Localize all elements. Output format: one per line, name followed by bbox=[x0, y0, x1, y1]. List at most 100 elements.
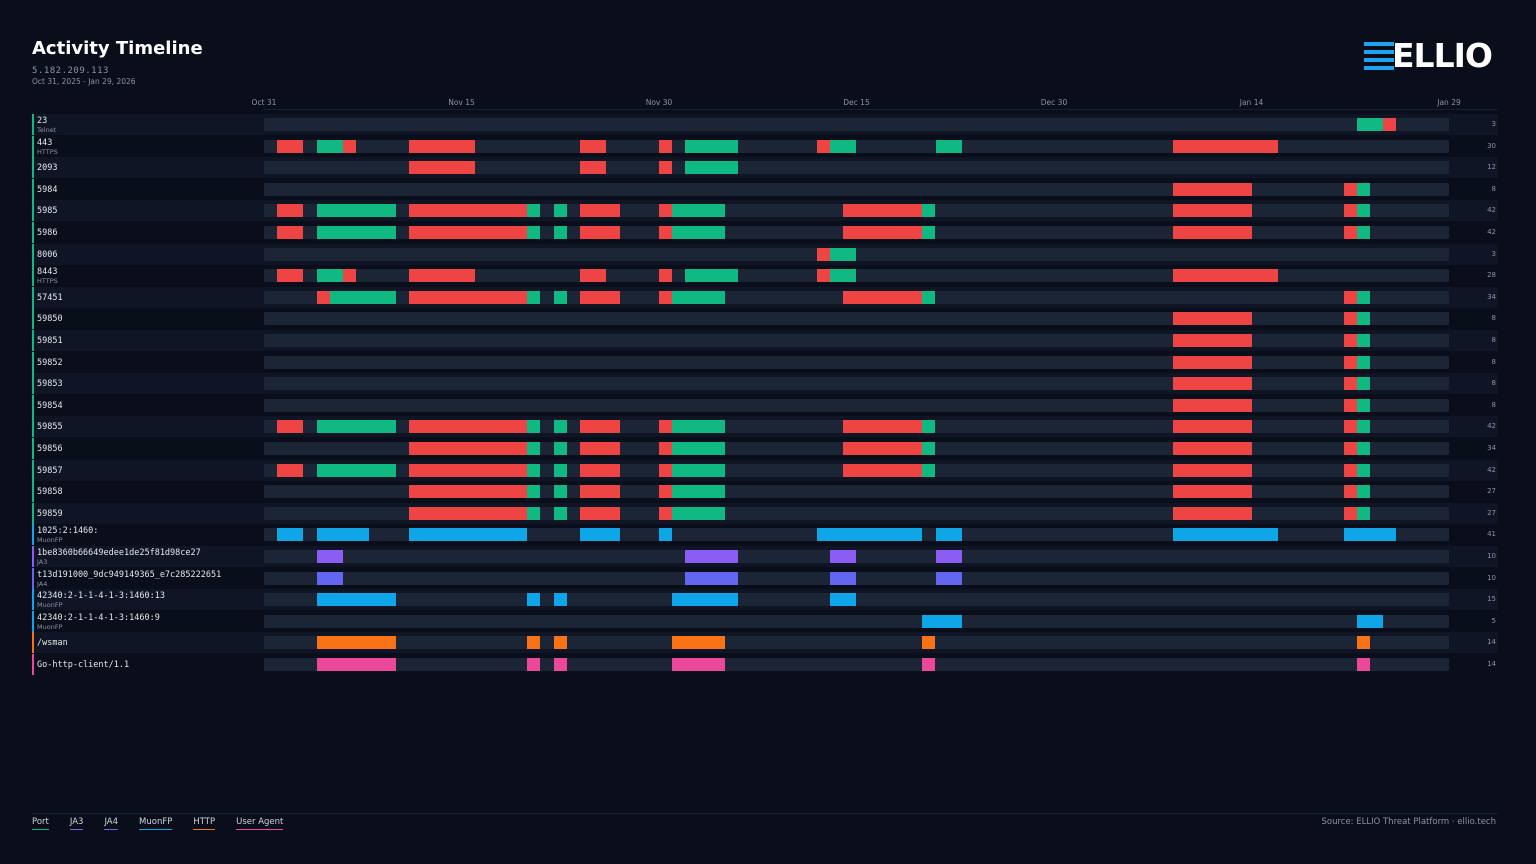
activity-segment bbox=[580, 269, 607, 283]
activity-segment bbox=[1172, 312, 1252, 326]
activity-segment bbox=[1343, 485, 1357, 499]
activity-segment bbox=[316, 528, 370, 542]
row-count: 34 bbox=[1487, 292, 1496, 301]
row-track bbox=[264, 658, 1449, 671]
activity-segment bbox=[408, 139, 475, 153]
activity-segment bbox=[843, 290, 923, 304]
timeline-row: 1025:2:1460: MuonFP 41 bbox=[32, 524, 1498, 546]
activity-segment bbox=[1356, 312, 1370, 326]
timeline-row: 2093 12 bbox=[32, 157, 1498, 179]
activity-segment bbox=[830, 593, 857, 607]
activity-segment bbox=[408, 528, 528, 542]
activity-segment bbox=[672, 463, 725, 477]
activity-segment bbox=[1356, 463, 1370, 477]
activity-segment bbox=[672, 506, 725, 520]
activity-segment bbox=[685, 571, 738, 585]
row-count: 14 bbox=[1487, 660, 1496, 668]
row-count: 14 bbox=[1487, 638, 1496, 647]
activity-segment bbox=[843, 420, 923, 434]
activity-segment bbox=[843, 442, 923, 455]
activity-segment bbox=[1172, 139, 1278, 153]
activity-segment bbox=[1172, 420, 1252, 434]
row-track bbox=[264, 377, 1449, 391]
activity-segment bbox=[843, 226, 923, 239]
activity-segment bbox=[1356, 420, 1370, 434]
row-accent bbox=[32, 178, 34, 200]
timeline-row: 42340:2-1-1-4-1-3:1460:13 MuonFP 15 bbox=[32, 589, 1498, 611]
activity-segment bbox=[553, 463, 567, 477]
activity-segment bbox=[672, 593, 738, 607]
activity-segment bbox=[830, 269, 857, 283]
activity-segment bbox=[843, 463, 923, 477]
activity-segment bbox=[830, 247, 857, 261]
activity-segment bbox=[672, 636, 725, 650]
activity-segment bbox=[1356, 118, 1384, 131]
ellio-logo: ELLIO bbox=[1364, 36, 1504, 75]
activity-segment bbox=[659, 204, 673, 218]
activity-segment bbox=[408, 420, 528, 434]
row-track bbox=[264, 269, 1449, 283]
row-accent bbox=[32, 502, 34, 524]
activity-segment bbox=[527, 593, 541, 607]
activity-segment bbox=[1343, 355, 1357, 369]
row-track bbox=[264, 571, 1449, 585]
activity-segment bbox=[277, 463, 304, 477]
activity-segment bbox=[277, 420, 304, 434]
legend-item: JA3 bbox=[69, 817, 84, 830]
row-count: 42 bbox=[1487, 206, 1496, 215]
x-tick-label: Jan 14 bbox=[1239, 98, 1264, 107]
activity-segment bbox=[580, 420, 620, 434]
activity-segment bbox=[329, 290, 396, 304]
activity-segment bbox=[316, 290, 330, 304]
row-count: 15 bbox=[1487, 595, 1496, 604]
row-count: 42 bbox=[1487, 228, 1496, 236]
row-track bbox=[264, 139, 1449, 153]
activity-segment bbox=[1343, 420, 1357, 434]
row-count: 10 bbox=[1487, 573, 1496, 582]
row-count: 12 bbox=[1487, 163, 1496, 172]
row-accent bbox=[32, 589, 34, 611]
timeline-row: 59852 8 bbox=[32, 351, 1498, 373]
activity-segment bbox=[1356, 614, 1384, 628]
activity-segment bbox=[553, 442, 567, 455]
activity-segment bbox=[1343, 528, 1397, 542]
activity-segment bbox=[1343, 226, 1357, 239]
activity-segment bbox=[659, 226, 673, 239]
activity-segment bbox=[580, 442, 620, 455]
activity-segment bbox=[553, 485, 567, 499]
row-sublabel: MuonFP bbox=[37, 601, 63, 610]
activity-segment bbox=[553, 658, 567, 671]
row-accent bbox=[32, 459, 34, 481]
activity-segment bbox=[935, 571, 962, 585]
row-label: 42340:2-1-1-4-1-3:1460:9 bbox=[37, 612, 160, 623]
activity-segment bbox=[316, 226, 396, 239]
timeline-row: 5986 42 bbox=[32, 222, 1498, 243]
row-label: 23 bbox=[37, 116, 48, 126]
activity-segment bbox=[343, 269, 357, 283]
timeline-row: 59854 8 bbox=[32, 394, 1498, 416]
activity-segment bbox=[1343, 334, 1357, 347]
date-range: Oct 31, 2025 - Jan 29, 2026 bbox=[32, 77, 136, 86]
row-accent bbox=[32, 481, 34, 503]
row-count: 28 bbox=[1487, 271, 1496, 280]
row-track bbox=[264, 398, 1449, 412]
row-accent bbox=[32, 157, 34, 179]
activity-segment bbox=[1383, 118, 1397, 131]
activity-segment bbox=[672, 658, 725, 671]
activity-segment bbox=[527, 506, 541, 520]
activity-segment bbox=[527, 290, 541, 304]
x-tick-label: Dec 15 bbox=[843, 98, 870, 107]
activity-segment bbox=[1343, 398, 1357, 412]
timeline-row: Go-http-client/1.1 14 bbox=[32, 654, 1498, 675]
activity-segment bbox=[277, 139, 304, 153]
legend-item: HTTP bbox=[193, 817, 216, 830]
activity-segment bbox=[685, 269, 738, 283]
activity-segment bbox=[1343, 290, 1357, 304]
row-count: 34 bbox=[1487, 444, 1496, 452]
activity-segment bbox=[316, 571, 343, 585]
activity-segment bbox=[659, 485, 673, 499]
row-accent bbox=[32, 222, 34, 243]
row-label: 59853 bbox=[37, 379, 63, 390]
timeline-row: 59851 8 bbox=[32, 330, 1498, 351]
page-title: Activity Timeline bbox=[32, 38, 203, 59]
